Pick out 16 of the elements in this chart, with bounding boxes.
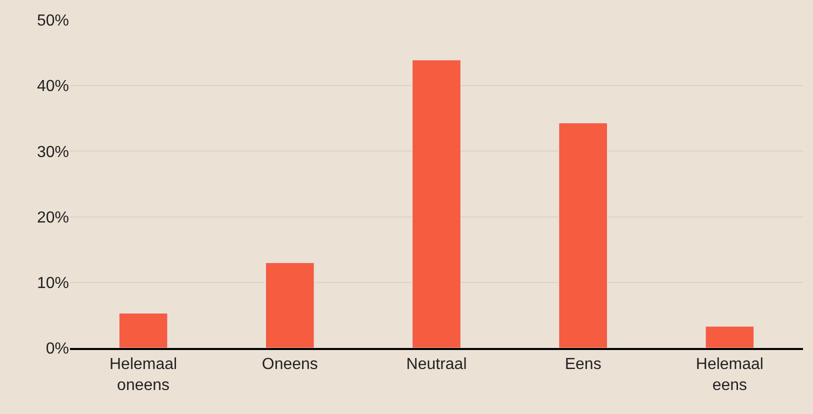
y-tick-label: 40% (36, 78, 69, 96)
y-tick-label: 0% (46, 340, 69, 358)
bar (412, 60, 461, 348)
bar (118, 312, 168, 348)
bar (705, 326, 754, 348)
bar (558, 122, 608, 348)
y-tick-label: 10% (36, 275, 69, 292)
y-tick-label: 50% (36, 12, 69, 30)
x-tick-label: Neutraal (406, 356, 467, 373)
x-tick-label: Oneens (262, 356, 318, 373)
y-tick-label: 20% (36, 209, 69, 226)
bar (265, 262, 314, 348)
x-tick-label: Eens (564, 356, 602, 373)
x-tick-label: Helemaal oneens (110, 356, 178, 394)
y-tick-label: 30% (36, 144, 69, 161)
x-tick-label: Helemaal eens (696, 356, 764, 394)
